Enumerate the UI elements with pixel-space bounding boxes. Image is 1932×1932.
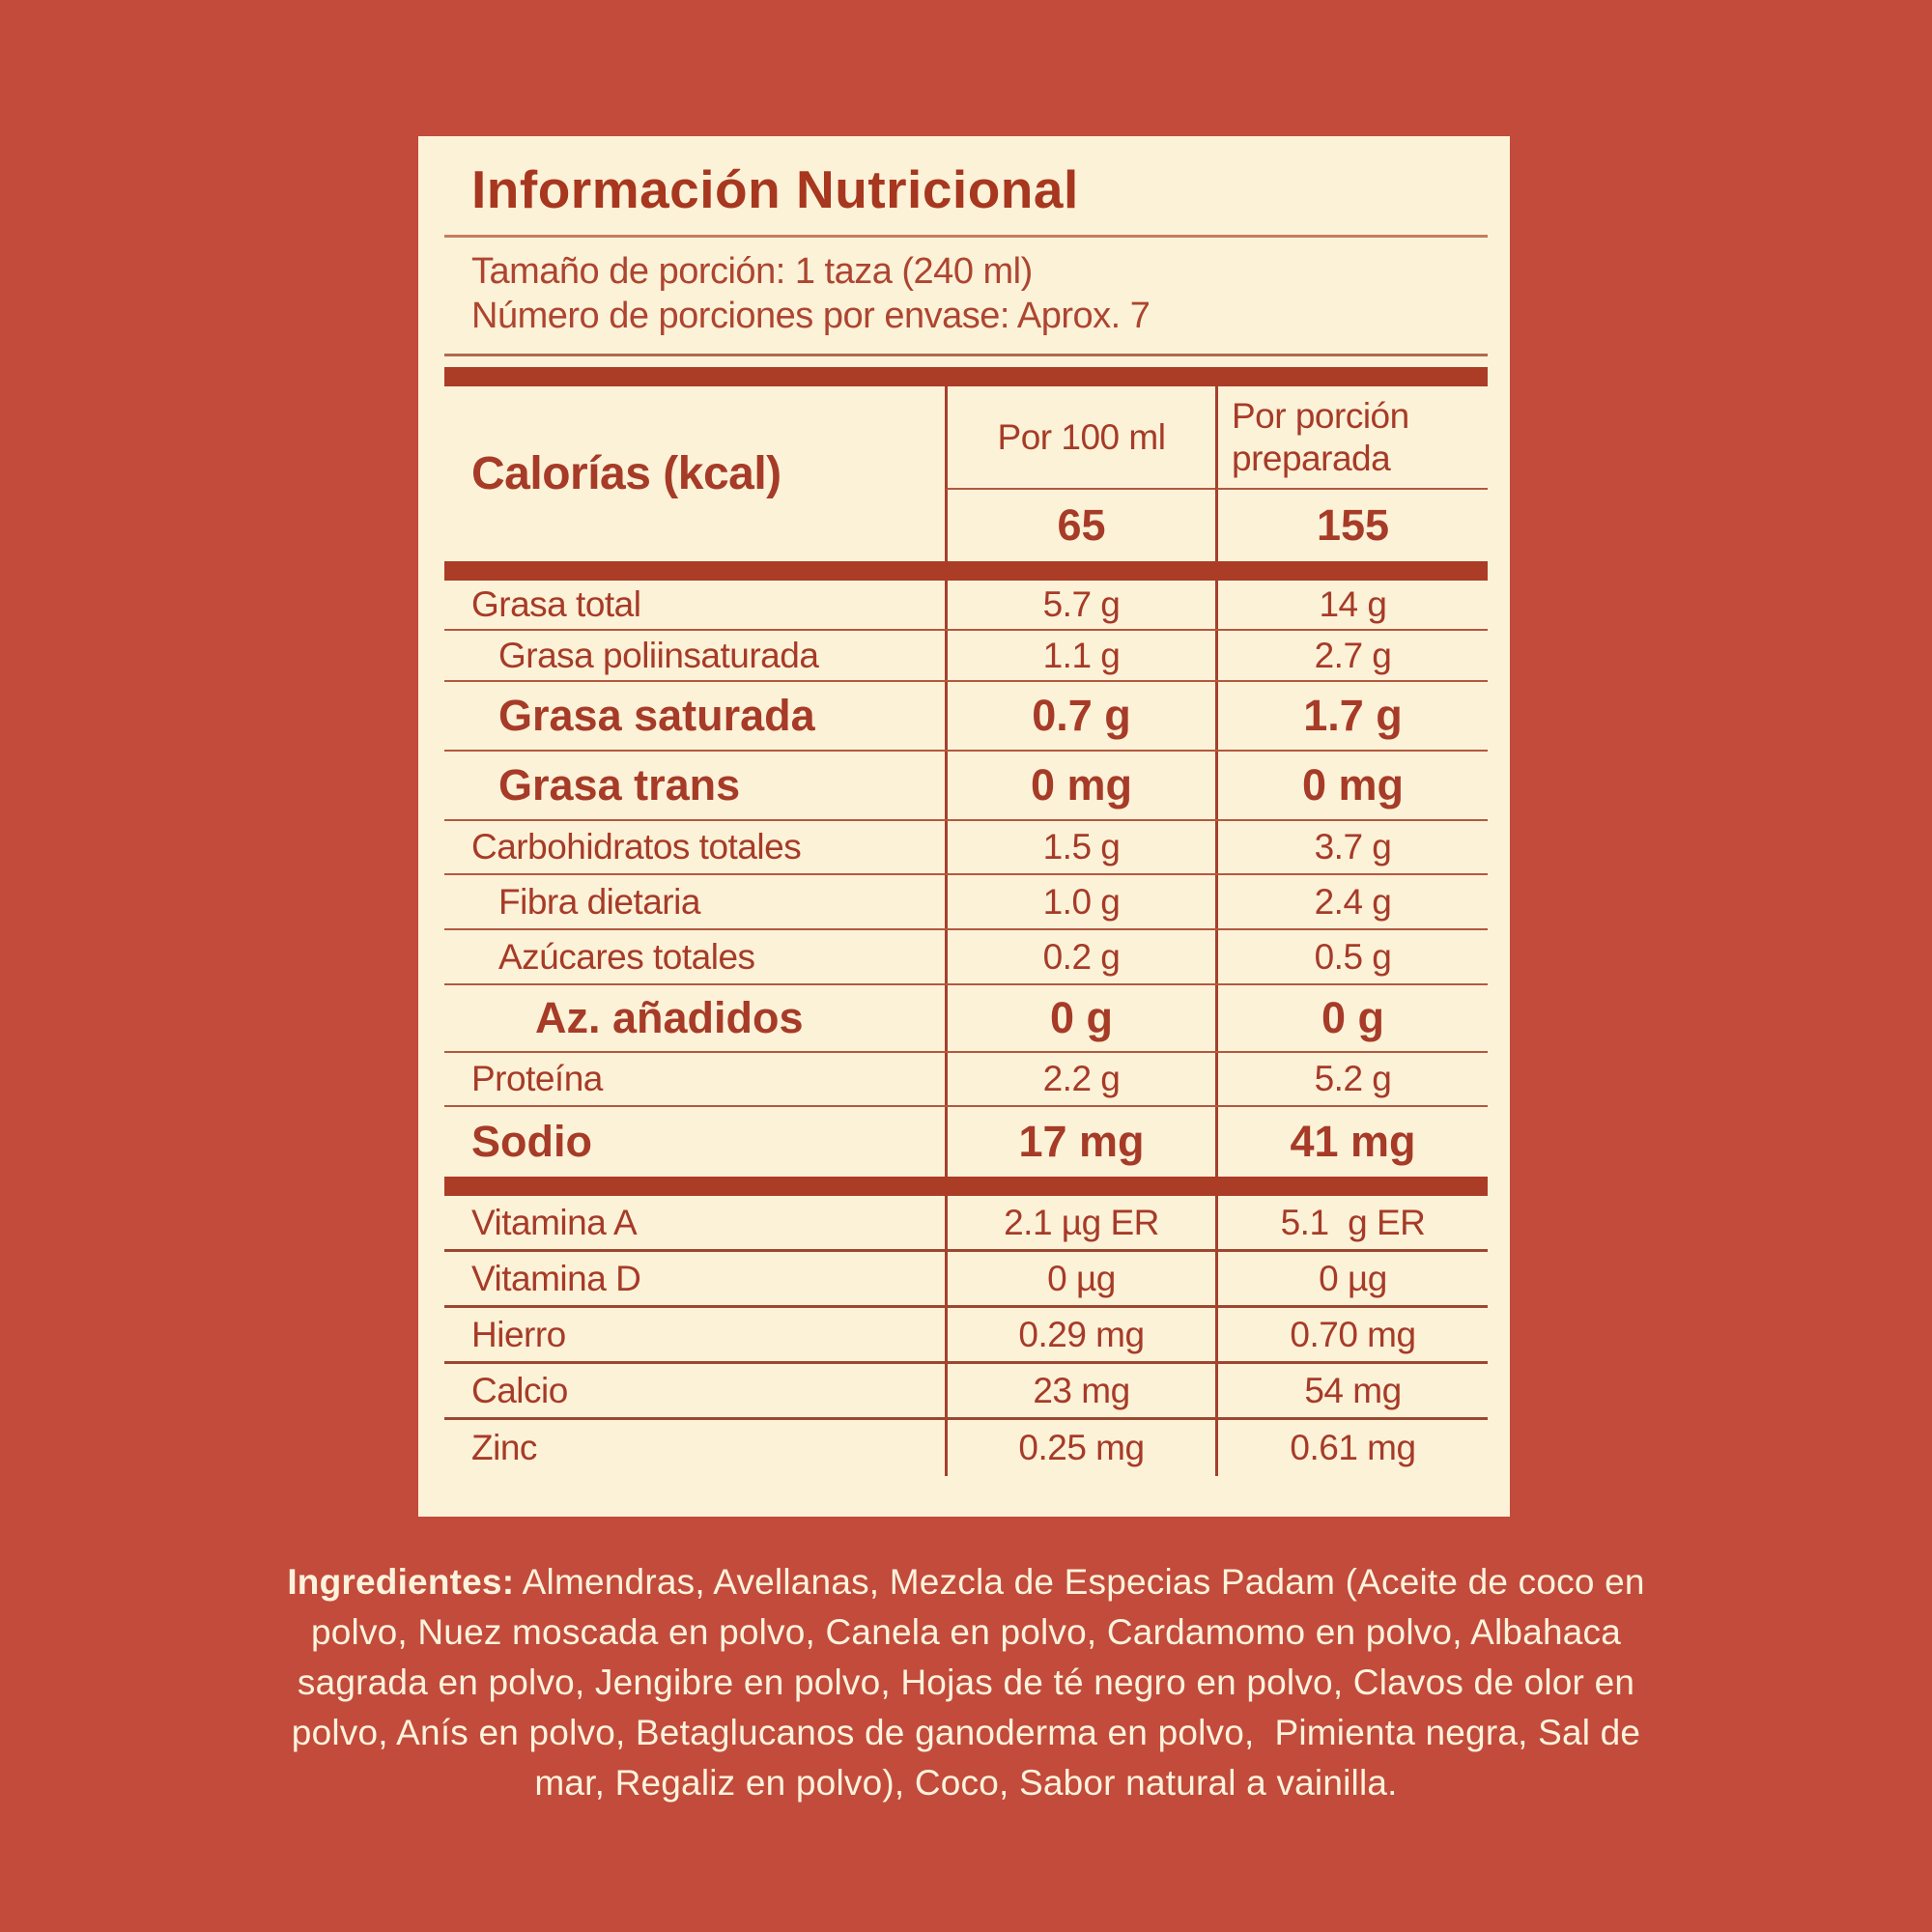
value-per-serving: 0.61 mg	[1215, 1420, 1488, 1476]
nutrient-label: Fibra dietaria	[498, 881, 700, 922]
nutrient-label: Az. añadidos	[535, 993, 804, 1042]
value-per-100ml: 2.2 g	[945, 1053, 1215, 1105]
value-per-100ml: 0 µg	[945, 1252, 1215, 1305]
value-per-100ml: 0 g	[945, 985, 1215, 1051]
table-row-grasa-trans: Grasa trans 0 mg 0 mg	[444, 752, 1488, 821]
ingredients-label: Ingredientes:	[287, 1562, 515, 1602]
table-row-proteina: Proteína 2.2 g 5.2 g	[444, 1053, 1488, 1107]
nutrient-label: Sodio	[471, 1117, 592, 1166]
nutrient-label: Proteína	[471, 1059, 603, 1098]
serving-divider	[444, 354, 1488, 356]
nutrition-label-panel: Información Nutricional Tamaño de porció…	[418, 136, 1510, 1517]
value-per-100ml: 23 mg	[945, 1364, 1215, 1417]
value-per-serving: 2.4 g	[1215, 875, 1488, 928]
ingredients-line: polvo, Anís en polvo, Betaglucanos de ga…	[291, 1713, 1641, 1752]
ingredients-line: Ingredientes: Almendras, Avellanas, Mezc…	[97, 1557, 1835, 1607]
nutrient-label: Vitamina A	[471, 1202, 638, 1242]
nutrient-label: Grasa poliinsaturada	[498, 635, 819, 675]
value-per-serving: 2.7 g	[1215, 631, 1488, 680]
table-row-zinc: Zinc 0.25 mg 0.61 mg	[444, 1420, 1488, 1476]
nutrient-label: Grasa trans	[498, 760, 741, 810]
table-row-vitamina-d: Vitamina D 0 µg 0 µg	[444, 1252, 1488, 1308]
value-per-100ml: 5.7 g	[945, 581, 1215, 629]
serving-size: Tamaño de porción: 1 taza (240 ml)	[471, 251, 1033, 292]
column-header-per-serving: Por porción preparada	[1215, 386, 1488, 490]
ingredients-paragraph: Ingredientes: Almendras, Avellanas, Mezc…	[97, 1557, 1835, 1808]
value-per-serving: 1.7 g	[1215, 682, 1488, 750]
ingredients-line: sagrada en polvo, Jengibre en polvo, Hoj…	[297, 1662, 1635, 1702]
table-row-sodio: Sodio 17 mg 41 mg	[444, 1107, 1488, 1177]
table-row-grasa-saturada: Grasa saturada 0.7 g 1.7 g	[444, 682, 1488, 752]
calories-label: Calorías (kcal)	[471, 448, 781, 499]
section-bar-top	[444, 367, 1488, 386]
nutrient-label: Grasa saturada	[498, 691, 815, 740]
nutrient-label: Calcio	[471, 1370, 568, 1410]
nutrient-label: Carbohidratos totales	[471, 827, 802, 867]
title-divider	[444, 235, 1488, 238]
calories-per-serving: 155	[1215, 490, 1488, 561]
servings-per-container: Número de porciones por envase: Aprox. 7	[471, 296, 1151, 336]
ingredients-line: mar, Regaliz en polvo), Coco, Sabor natu…	[534, 1763, 1398, 1803]
table-row-calcio: Calcio 23 mg 54 mg	[444, 1364, 1488, 1420]
nutrient-label: Azúcares totales	[498, 936, 755, 977]
value-per-serving: 3.7 g	[1215, 821, 1488, 873]
table-row-fibra: Fibra dietaria 1.0 g 2.4 g	[444, 875, 1488, 930]
nutrient-label: Vitamina D	[471, 1258, 641, 1298]
value-per-100ml: 1.1 g	[945, 631, 1215, 680]
table-row-grasa-poliinsaturada: Grasa poliinsaturada 1.1 g 2.7 g	[444, 631, 1488, 682]
value-per-serving: 41 mg	[1215, 1107, 1488, 1177]
table-row-azucares-anadidos: Az. añadidos 0 g 0 g	[444, 985, 1488, 1053]
table-row-hierro: Hierro 0.29 mg 0.70 mg	[444, 1308, 1488, 1364]
nutrition-label-title: Información Nutricional	[471, 159, 1079, 219]
value-per-100ml: 1.5 g	[945, 821, 1215, 873]
column-header-per-100ml: Por 100 ml	[945, 386, 1215, 490]
ingredients-line-text: Almendras, Avellanas, Mezcla de Especias…	[514, 1562, 1645, 1602]
table-row-carbohidratos: Carbohidratos totales 1.5 g 3.7 g	[444, 821, 1488, 875]
value-per-serving: 5.1 g ER	[1215, 1196, 1488, 1249]
value-per-100ml: 1.0 g	[945, 875, 1215, 928]
nutrient-label: Hierro	[471, 1314, 566, 1354]
value-per-100ml: 0 mg	[945, 752, 1215, 819]
value-per-serving: 0 µg	[1215, 1252, 1488, 1305]
value-per-100ml: 0.2 g	[945, 930, 1215, 983]
section-bar-middle	[444, 561, 1488, 581]
value-per-serving: 0.70 mg	[1215, 1308, 1488, 1361]
table-row-vitamina-a: Vitamina A 2.1 µg ER 5.1 g ER	[444, 1196, 1488, 1252]
value-per-100ml: 17 mg	[945, 1107, 1215, 1177]
nutrient-label: Grasa total	[471, 584, 641, 624]
calories-per-100ml: 65	[945, 490, 1215, 561]
nutrient-label: Zinc	[471, 1428, 537, 1467]
value-per-serving: 0 mg	[1215, 752, 1488, 819]
value-per-100ml: 2.1 µg ER	[945, 1196, 1215, 1249]
value-per-serving: 14 g	[1215, 581, 1488, 629]
serving-info: Tamaño de porción: 1 taza (240 ml) Númer…	[444, 249, 1488, 338]
value-per-100ml: 0.25 mg	[945, 1420, 1215, 1476]
table-row-grasa-total: Grasa total 5.7 g 14 g	[444, 581, 1488, 631]
value-per-100ml: 0.29 mg	[945, 1308, 1215, 1361]
value-per-serving: 0 g	[1215, 985, 1488, 1051]
ingredients-line: polvo, Nuez moscada en polvo, Canela en …	[310, 1612, 1622, 1652]
value-per-serving: 54 mg	[1215, 1364, 1488, 1417]
section-bar-bottom	[444, 1177, 1488, 1196]
calories-section: Calorías (kcal) Por 100 ml Por porción p…	[444, 386, 1488, 561]
table-row-azucares: Azúcares totales 0.2 g 0.5 g	[444, 930, 1488, 985]
value-per-100ml: 0.7 g	[945, 682, 1215, 750]
value-per-serving: 5.2 g	[1215, 1053, 1488, 1105]
value-per-serving: 0.5 g	[1215, 930, 1488, 983]
